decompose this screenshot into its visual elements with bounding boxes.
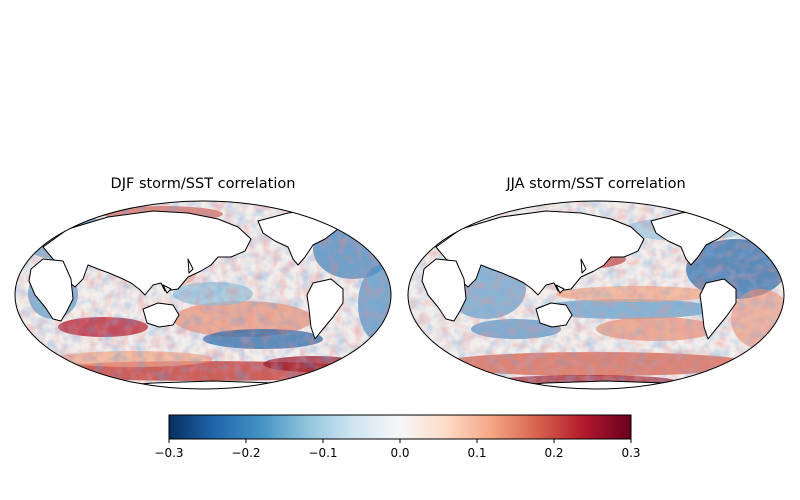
landmass-japan <box>187 258 194 274</box>
landmass-south-america <box>699 278 737 340</box>
landmass-philippines <box>162 284 172 294</box>
colorbar-tick-label: 0.1 <box>467 446 486 460</box>
colorbar-tick-label: −0.1 <box>308 446 337 460</box>
colorbar-ticks: −0.3 −0.2 −0.1 0.0 0.1 0.2 0.3 <box>154 439 641 460</box>
landmass-australia <box>535 302 573 328</box>
landmass-eurasia <box>435 210 645 296</box>
colorbar-gradient <box>168 414 632 440</box>
colorbar-tick-label: 0.0 <box>390 446 409 460</box>
colorbar-tick-label: 0.3 <box>621 446 640 460</box>
colorbar-tick-label: −0.3 <box>154 446 183 460</box>
map-title-djf: DJF storm/SST correlation <box>110 176 296 192</box>
colorbar-tick-label: 0.2 <box>544 446 563 460</box>
map-frame-djf <box>14 200 392 390</box>
landmass-south-america <box>306 278 344 340</box>
landmass-antarctica <box>465 380 727 389</box>
landmass-japan <box>580 258 587 274</box>
map-jja <box>407 200 785 390</box>
landmass-antarctica <box>72 380 334 389</box>
ocean-field-djf <box>15 201 391 389</box>
landmass-africa <box>421 258 467 322</box>
colorbar: −0.3 −0.2 −0.1 0.0 0.1 0.2 0.3 <box>154 414 641 460</box>
colorbar-tick-label: −0.2 <box>231 446 260 460</box>
map-frame-jja <box>407 200 785 390</box>
ocean-field-jja <box>408 201 784 389</box>
landmass-africa <box>28 258 74 322</box>
landmass-eurasia <box>42 210 252 296</box>
map-djf <box>14 200 392 390</box>
landmass-philippines <box>555 284 565 294</box>
map-title-jja: JJA storm/SST correlation <box>506 176 686 192</box>
landmass-australia <box>142 302 180 328</box>
